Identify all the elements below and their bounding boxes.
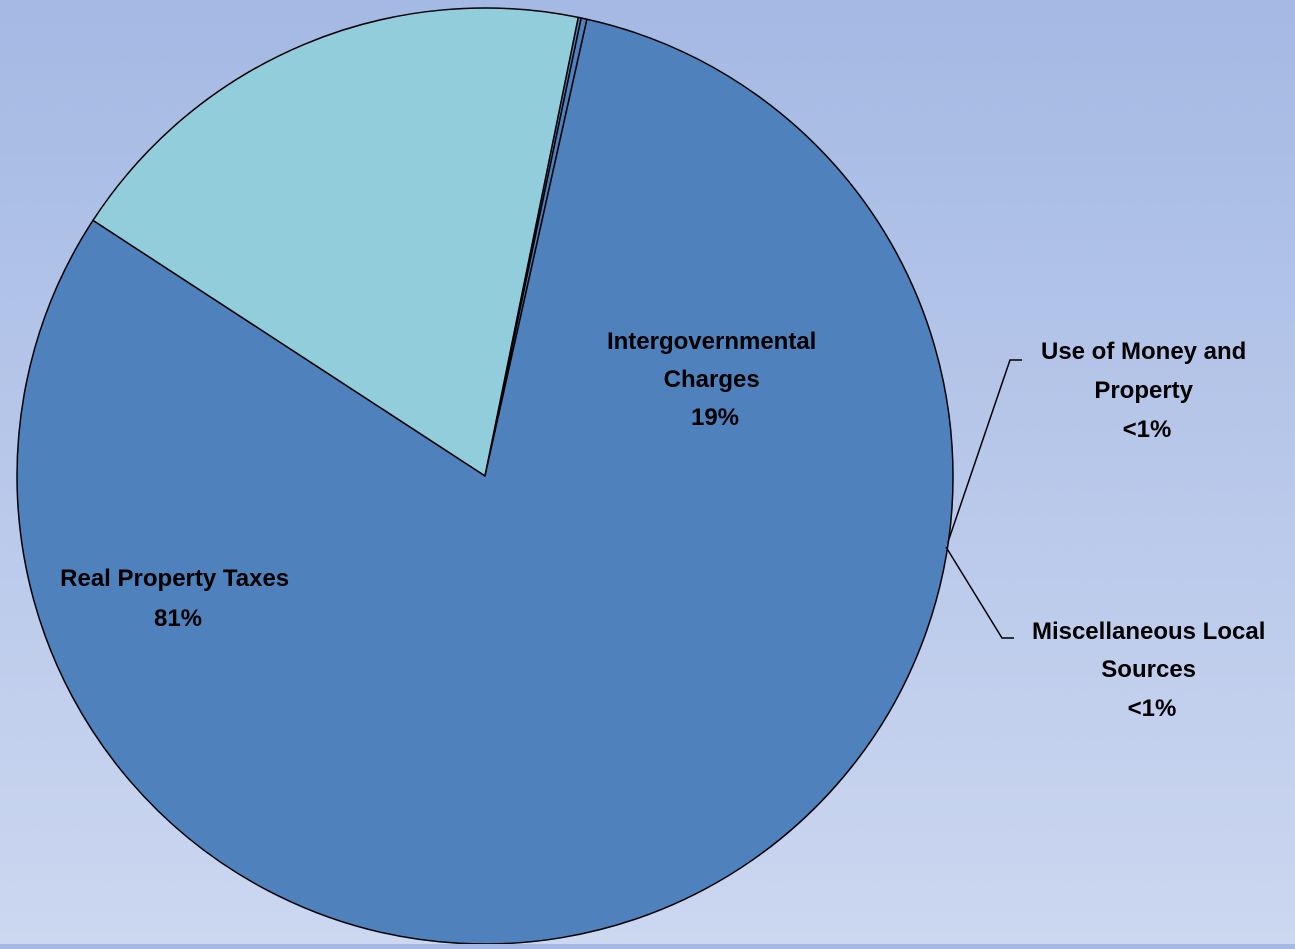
leader-lines xyxy=(945,359,1022,639)
leader-line-miscellaneous-local-sources xyxy=(945,546,1014,639)
slice-label-intergovernmental-pct: 19% xyxy=(691,404,739,431)
slice-label-use-of-money-line2: Property xyxy=(1094,377,1193,404)
slice-label-intergovernmental-line2: Charges xyxy=(664,366,760,393)
slice-label-real-property-line1: Real Property Taxes xyxy=(60,565,289,592)
pie-slice-real-property-taxes xyxy=(16,18,954,945)
slice-label-real-property-pct: 81% xyxy=(154,605,202,632)
slice-label-use-of-money-line1: Use of Money and xyxy=(1041,338,1246,365)
pie-slices xyxy=(16,7,954,945)
slice-label-miscellaneous-line1: Miscellaneous Local xyxy=(1032,618,1265,645)
slice-label-miscellaneous-pct: <1% xyxy=(1128,695,1177,722)
slice-label-use-of-money-pct: <1% xyxy=(1123,416,1172,443)
data-labels: Intergovernmental Charges 19% Use of Mon… xyxy=(60,328,1272,722)
leader-line-use-of-money-and-property xyxy=(947,359,1022,543)
slice-label-intergovernmental-charges: Intergovernmental Charges 19% xyxy=(607,328,823,431)
slice-label-real-property-taxes: Real Property Taxes 81% xyxy=(60,565,296,632)
pie-slice-intergovernmental-charges xyxy=(92,7,580,477)
slice-label-intergovernmental-line1: Intergovernmental xyxy=(607,328,816,355)
slice-label-miscellaneous-line2: Sources xyxy=(1101,656,1196,683)
slice-label-miscellaneous-local-sources: Miscellaneous Local Sources <1% xyxy=(1032,618,1272,722)
slice-label-use-of-money-and-property: Use of Money and Property <1% xyxy=(1041,338,1253,443)
